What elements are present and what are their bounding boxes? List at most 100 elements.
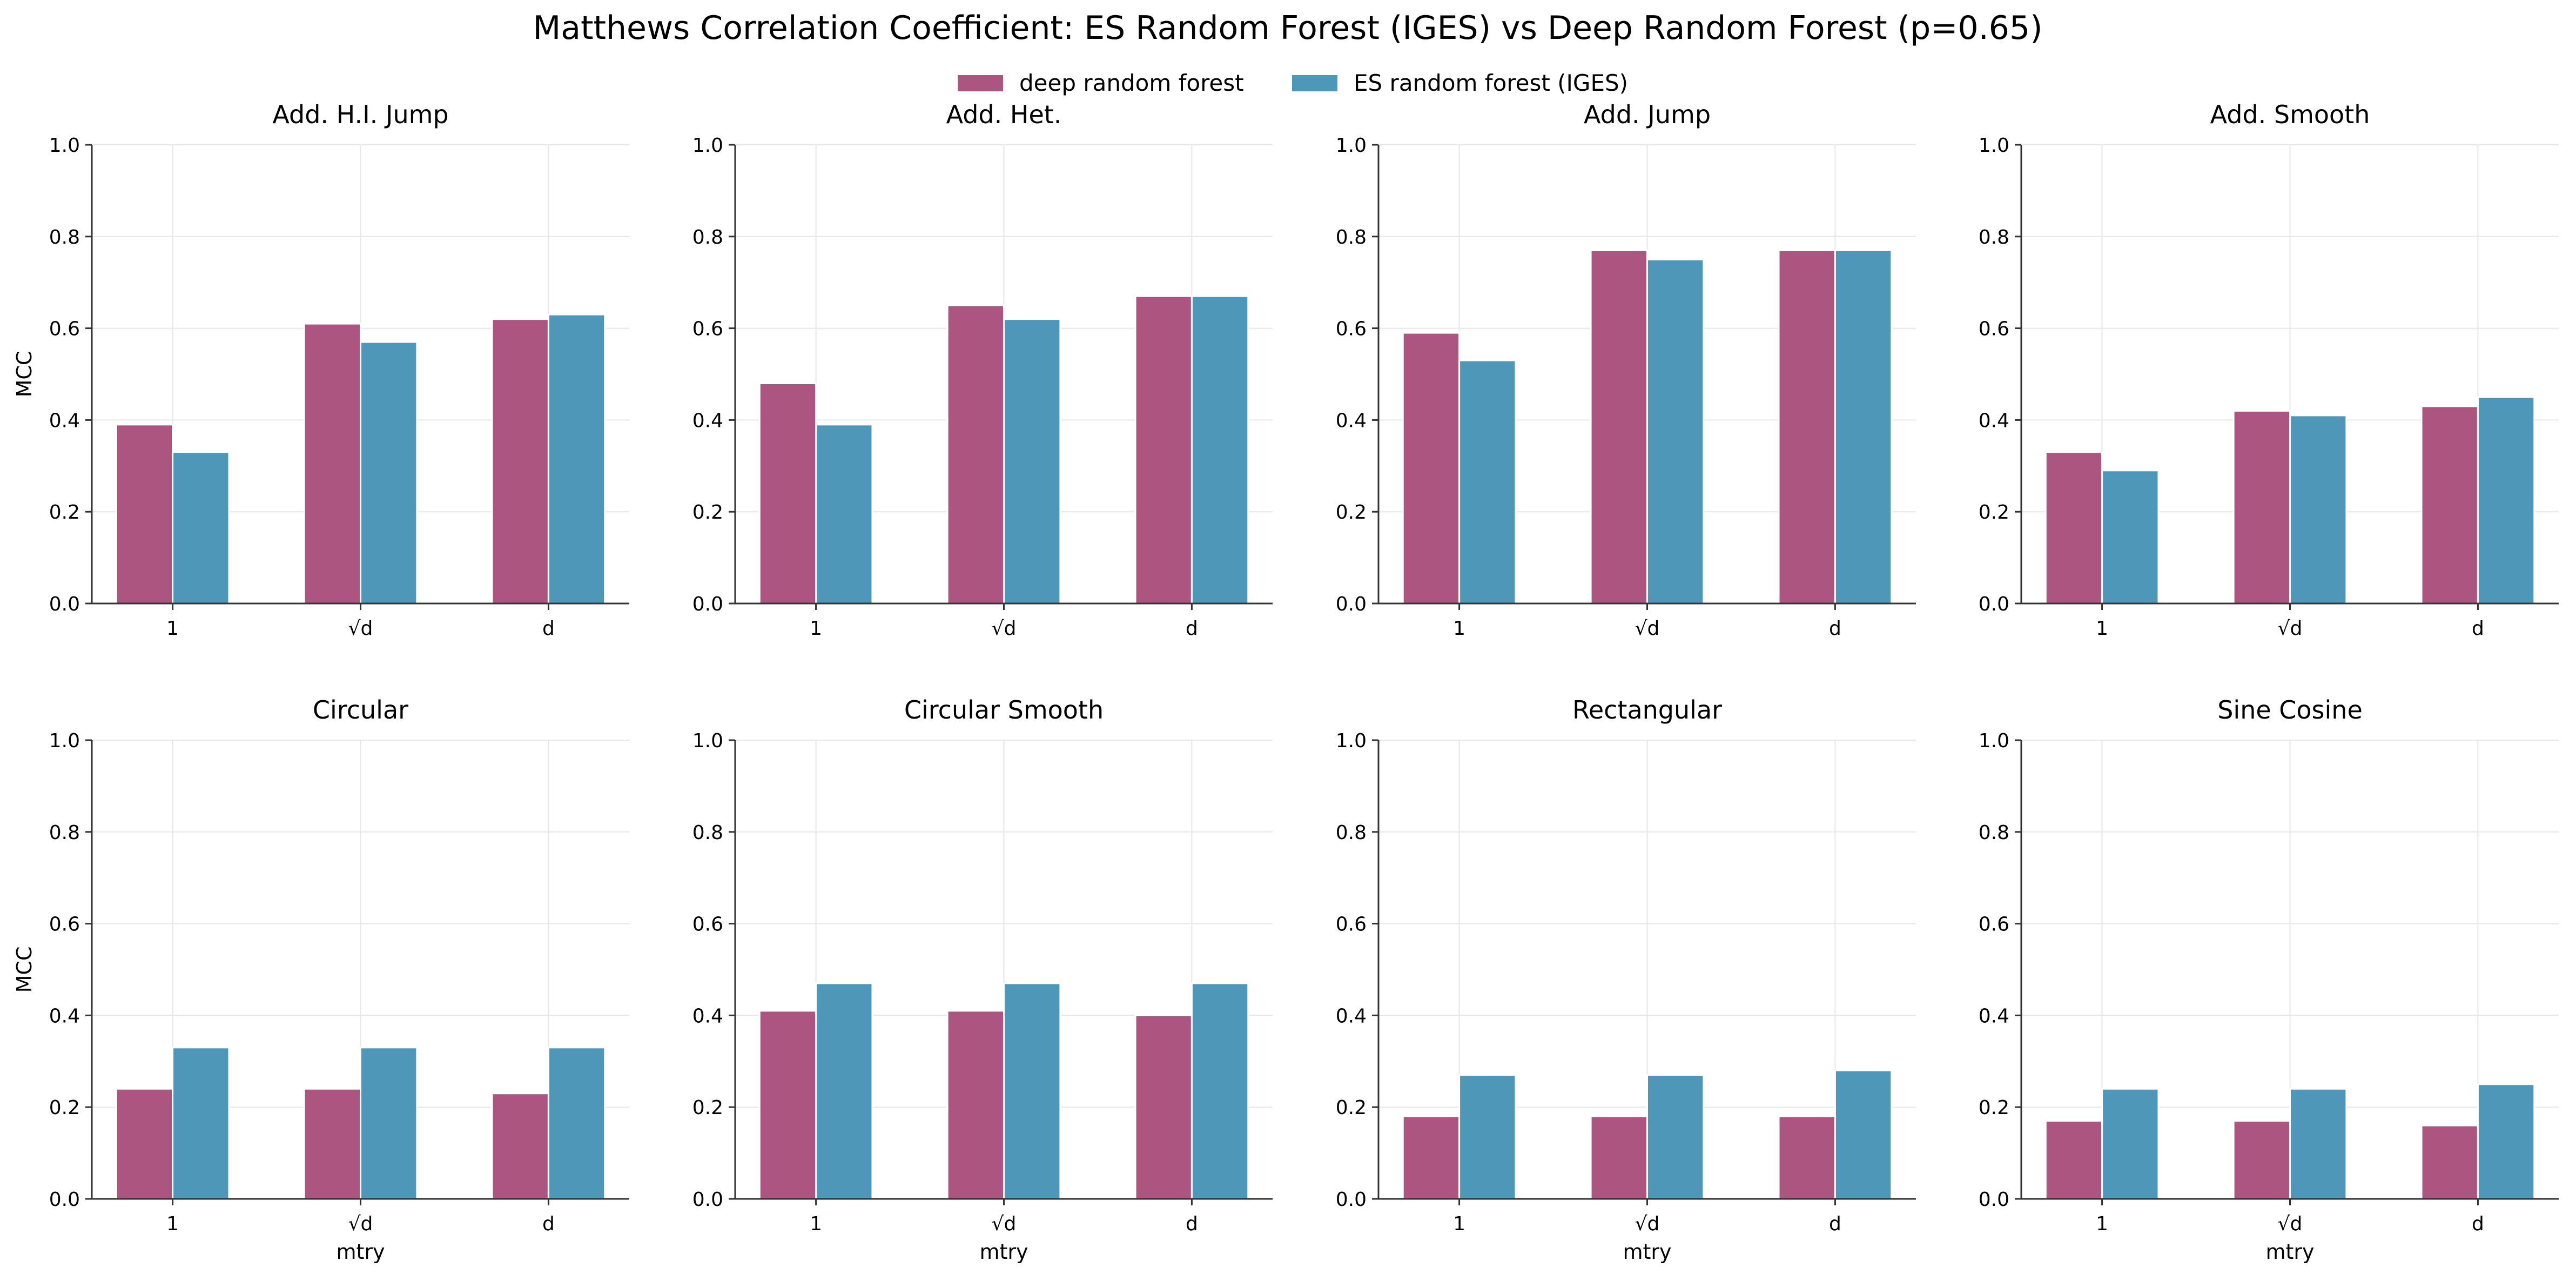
x-tick-label: d (542, 618, 555, 640)
y-tick-label: 0.6 (1336, 914, 1367, 936)
legend-swatch-es-random-forest (1292, 75, 1337, 91)
y-tick-label: 0.4 (49, 1005, 80, 1027)
y-tick-label: 0.2 (692, 1097, 723, 1119)
bar-es-random-forest-iges-d (2289, 414, 2348, 605)
x-tick-label: d (1186, 1213, 1198, 1235)
bar-deep-random-forest-d (1134, 295, 1193, 605)
bar-deep-random-forest-d (2420, 1124, 2479, 1200)
y-tick-label: 0.6 (1979, 318, 2009, 340)
y-tick-label: 1.0 (49, 730, 80, 752)
y-tick-label: 0.0 (692, 593, 723, 615)
bar-deep-random-forest-d (946, 1010, 1005, 1200)
y-tick-label: 0.6 (692, 914, 723, 936)
y-tick-label: 0.6 (692, 318, 723, 340)
y-tick-label: 0.2 (1979, 501, 2009, 524)
x-tick-label: d (1186, 618, 1198, 640)
y-tick-label: 0.6 (49, 914, 80, 936)
bar-es-random-forest-iges-1 (815, 982, 873, 1200)
subplot-title: Sine Cosine (2217, 695, 2363, 725)
subplot-add-smooth: 0.0 0.2 0.4 0.6 0.8 1.0 1 √d d Add. Smooth (1979, 100, 2559, 640)
subplot-title: Circular (313, 695, 408, 725)
subplot-title: Add. H.I. Jump (272, 100, 448, 129)
subplot-title: Add. Het. (946, 100, 1062, 129)
y-tick-label: 1.0 (1336, 135, 1367, 157)
bar-es-random-forest-iges-1 (1458, 359, 1517, 605)
y-tick-label: 0.2 (1336, 1097, 1367, 1119)
y-tick-label: 1.0 (1979, 135, 2009, 157)
bar-deep-random-forest-d (1134, 1014, 1193, 1200)
y-tick-label: 0.0 (1979, 593, 2009, 615)
bar-es-random-forest-iges-d (360, 1047, 418, 1200)
x-tick-label: √d (1635, 1213, 1660, 1235)
y-axis-label: MCC (12, 947, 36, 993)
legend-swatch-deep-random-forest (958, 75, 1003, 91)
subplot-add-h-i-jump: 0.0 0.2 0.4 0.6 0.8 1.0 1 √d d Add. H.I. Jump MCC (12, 100, 629, 640)
bar-deep-random-forest-1 (758, 1010, 817, 1200)
x-axis-label: mtry (1623, 1240, 1671, 1264)
bar-deep-random-forest-d (2232, 1120, 2291, 1200)
subplot-grid: 0.0 0.2 0.4 0.6 0.8 1.0 1 √d d Add. H.I. Jump MCC 0… (12, 100, 2559, 1264)
y-tick-label: 1.0 (1336, 730, 1367, 752)
subplot-circular-smooth: 0.0 0.2 0.4 0.6 0.8 1.0 1 √d d Circular Smooth mtr… (692, 695, 1273, 1264)
bar-deep-random-forest-d (1590, 249, 1649, 605)
x-axis-label: mtry (979, 1240, 1028, 1264)
x-tick-label: 1 (1453, 618, 1465, 640)
bar-deep-random-forest-d (1778, 249, 1836, 605)
bar-es-random-forest-iges-1 (815, 424, 873, 605)
y-tick-label: 1.0 (1979, 730, 2009, 752)
subplot-circular: 0.0 0.2 0.4 0.6 0.8 1.0 1 √d d Circular MCC mtry (12, 695, 629, 1264)
bar-deep-random-forest-d (2420, 405, 2479, 605)
y-axis-label: MCC (12, 351, 36, 398)
y-tick-label: 0.0 (1979, 1189, 2009, 1211)
y-tick-label: 1.0 (49, 135, 80, 157)
x-tick-label: √d (1635, 618, 1660, 640)
y-tick-label: 0.6 (1979, 914, 2009, 936)
y-tick-label: 0.4 (49, 410, 80, 432)
x-tick-label: √d (348, 618, 373, 640)
subplot-rectangular: 0.0 0.2 0.4 0.6 0.8 1.0 1 √d d Rectangular mtry (1336, 695, 1916, 1264)
y-tick-label: 0.8 (49, 226, 80, 249)
y-tick-label: 0.4 (692, 410, 723, 432)
y-tick-label: 0.2 (49, 1097, 80, 1119)
x-tick-label: 1 (810, 618, 822, 640)
x-tick-label: 1 (810, 1213, 822, 1235)
x-tick-label: 1 (166, 1213, 179, 1235)
y-tick-label: 0.4 (1336, 1005, 1367, 1027)
y-tick-label: 0.4 (1979, 1005, 2009, 1027)
bar-deep-random-forest-d (2232, 410, 2291, 605)
bar-deep-random-forest-1 (758, 382, 817, 605)
bar-es-random-forest-iges-1 (172, 1047, 230, 1200)
bar-deep-random-forest-1 (2044, 1120, 2103, 1200)
subplot-title: Add. Smooth (2210, 100, 2370, 129)
x-tick-label: d (1829, 618, 1841, 640)
y-tick-label: 0.8 (1979, 822, 2009, 844)
x-tick-label: d (1829, 1213, 1841, 1235)
y-tick-label: 0.8 (1336, 226, 1367, 249)
x-tick-label: 1 (2096, 1213, 2108, 1235)
bar-es-random-forest-iges-d (1003, 982, 1061, 1200)
legend-label-es-random-forest: ES random forest (IGES) (1354, 70, 1628, 96)
subplot-add-jump: 0.0 0.2 0.4 0.6 0.8 1.0 1 √d d Add. Jump (1336, 100, 1916, 640)
bar-deep-random-forest-d (1778, 1115, 1836, 1200)
x-tick-label: √d (992, 618, 1017, 640)
bar-deep-random-forest-1 (115, 424, 174, 605)
y-tick-label: 0.8 (692, 822, 723, 844)
y-tick-label: 0.8 (49, 822, 80, 844)
subplot-title: Circular Smooth (904, 695, 1104, 725)
x-tick-label: 1 (2096, 618, 2108, 640)
legend: deep random forest ES random forest (IGE… (958, 70, 1628, 96)
y-tick-label: 0.2 (49, 501, 80, 524)
y-tick-label: 0.0 (692, 1189, 723, 1211)
bar-es-random-forest-iges-d (2477, 396, 2535, 605)
bar-deep-random-forest-d (1590, 1115, 1649, 1200)
bar-es-random-forest-iges-d (547, 1047, 606, 1200)
bar-es-random-forest-iges-1 (2101, 1088, 2160, 1200)
y-tick-label: 0.2 (1336, 501, 1367, 524)
x-tick-label: 1 (166, 618, 179, 640)
y-tick-label: 0.8 (692, 226, 723, 249)
y-tick-label: 0.0 (1336, 1189, 1367, 1211)
bar-es-random-forest-iges-d (2477, 1083, 2535, 1200)
y-tick-label: 0.6 (49, 318, 80, 340)
x-tick-label: √d (348, 1213, 373, 1235)
